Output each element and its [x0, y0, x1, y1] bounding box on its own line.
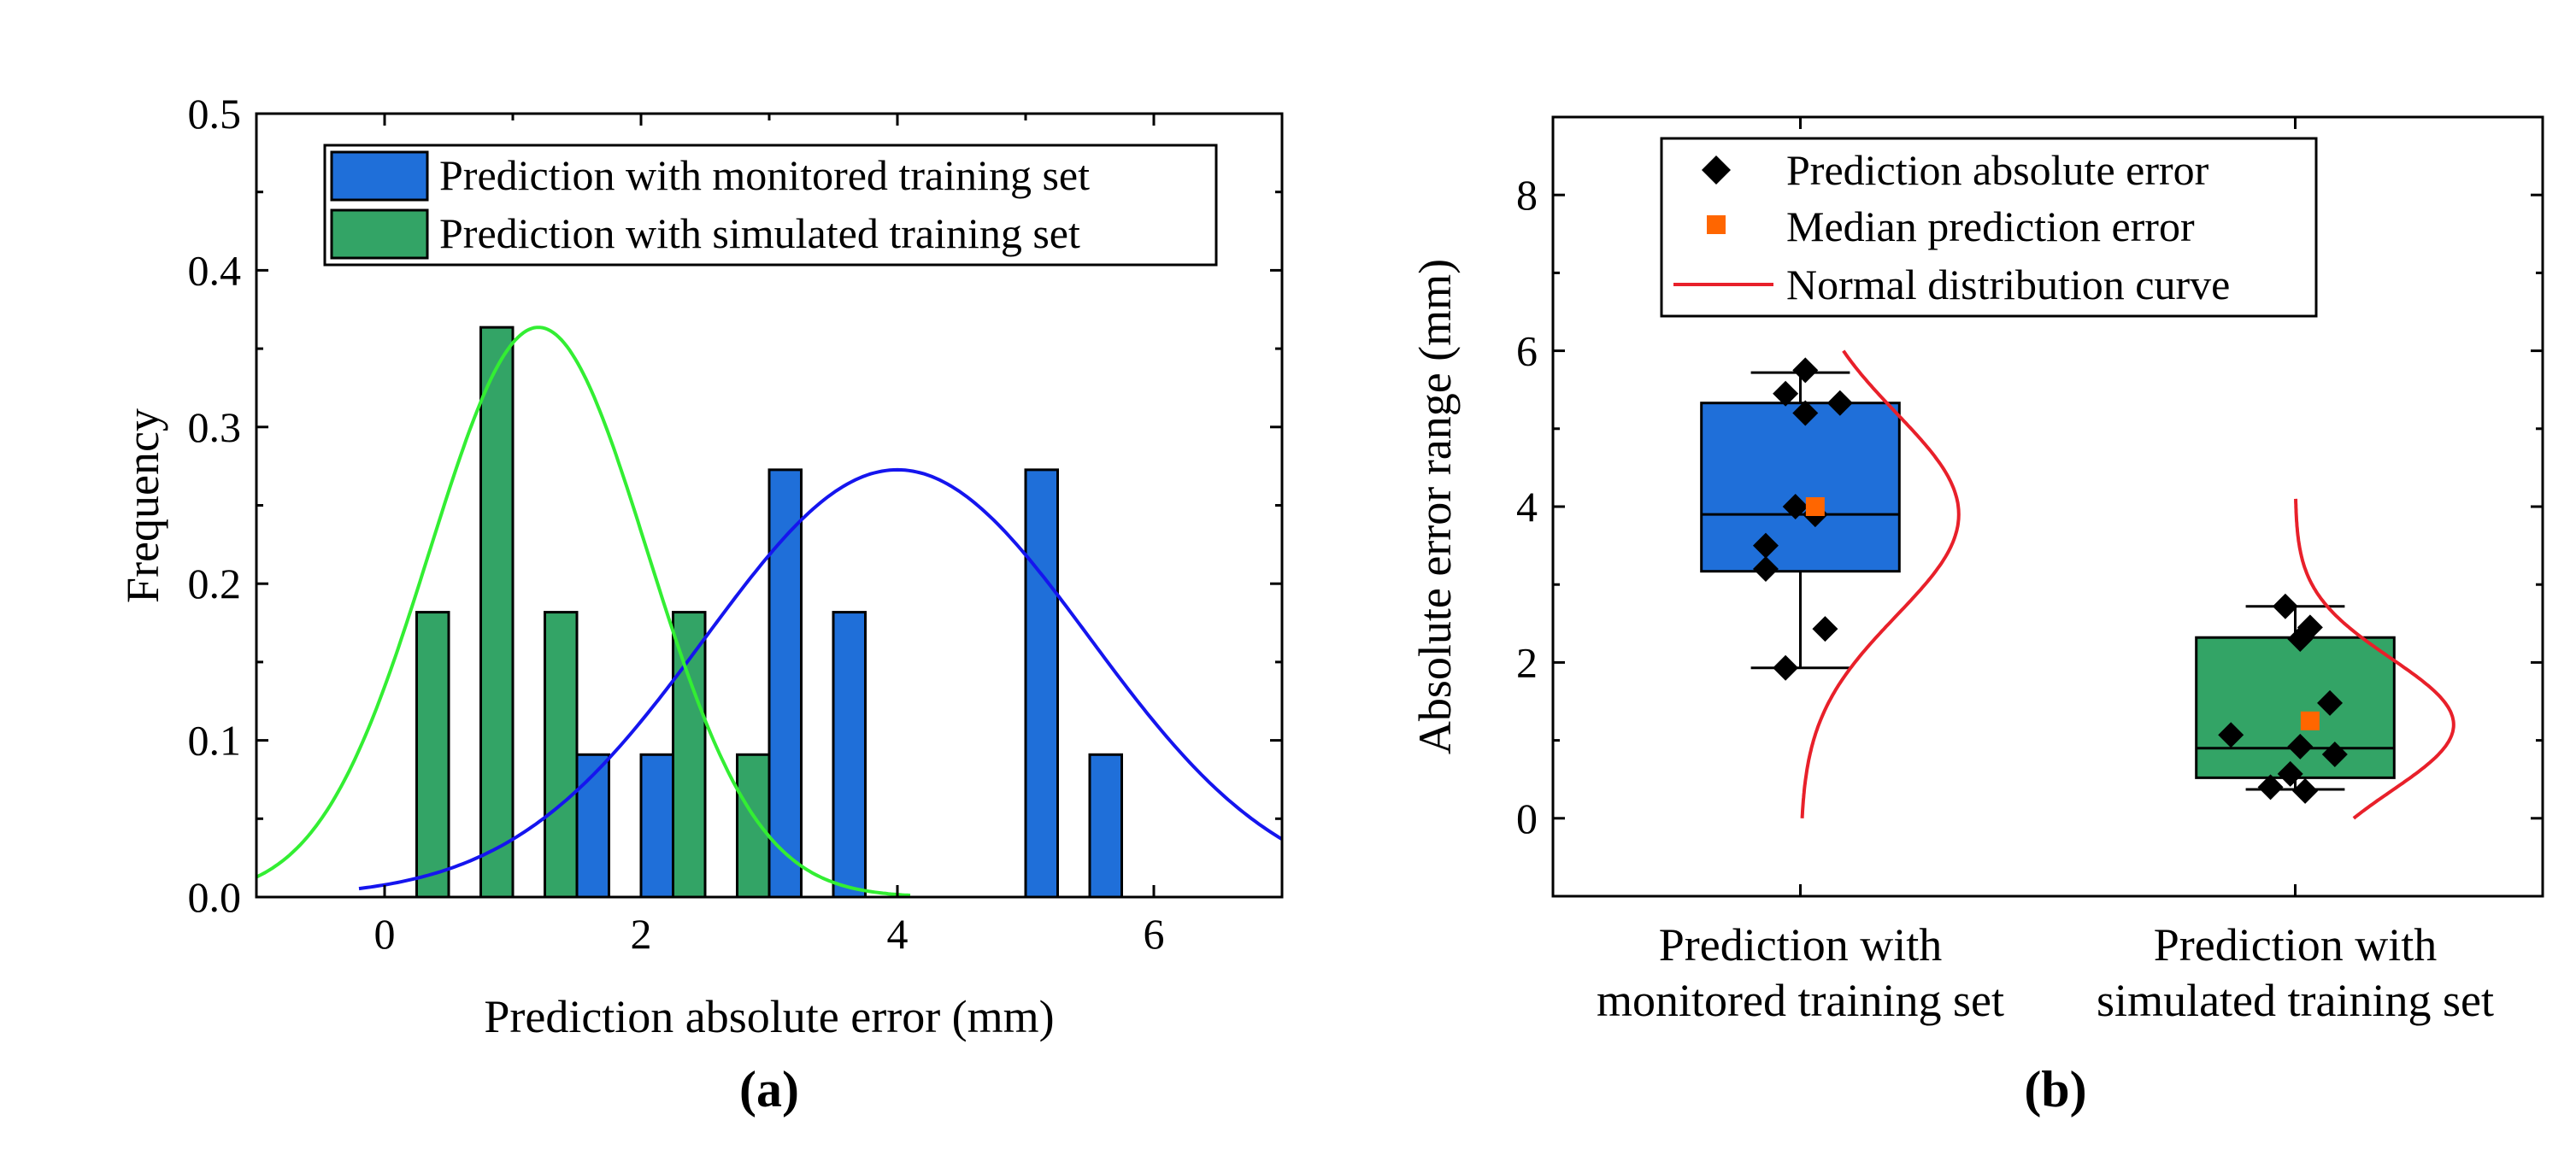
simulated-error-point [2287, 733, 2314, 760]
panel-b-legend-frame [1660, 137, 2318, 318]
median-error-markers [1805, 497, 2320, 730]
simulated-error-point [2277, 760, 2303, 787]
x-tick-label: 0 [374, 910, 396, 958]
legend-label-median: Median prediction error [1786, 202, 2195, 250]
legend-label-monitored: Prediction with monitored training set [439, 151, 1090, 199]
panel-a-legend: Prediction with monitored training set P… [323, 144, 1218, 267]
simulated-error-point [2292, 777, 2319, 804]
legend-median-marker [1707, 215, 1726, 234]
monitored-category-label-line1: Prediction with [1659, 919, 1942, 971]
legend-label-simulated: Prediction with simulated training set [439, 209, 1080, 257]
simulated-bar [736, 753, 771, 899]
x-tick-label: 4 [887, 910, 909, 958]
y-tick-label: 0 [1516, 795, 1538, 842]
monitored-histogram [575, 468, 1123, 899]
simulated-normal-fit-curve [256, 326, 911, 897]
prediction-error-points [1752, 357, 2348, 804]
panel-a-label: (a) [739, 1061, 799, 1117]
monitored-error-point [1752, 555, 1779, 582]
panel-a-x-ticks: 0 2 4 6 [255, 114, 1284, 958]
box-plots [1700, 371, 2396, 791]
simulated-error-point [2257, 774, 2284, 801]
monitored-bar [768, 468, 803, 899]
simulated-category-label-line2: simulated training set [2097, 975, 2494, 1026]
legend-swatch-monitored [330, 150, 429, 202]
simulated-bar [544, 611, 579, 899]
normal-distribution-curves [1800, 349, 2455, 820]
panel-b-plot-area [1700, 349, 2455, 820]
panel-b-y-ticks: 0 2 4 6 8 [1516, 115, 2543, 898]
simulated-error-point [2287, 626, 2314, 653]
panel-a-y-ticks: 0.0 0.1 0.2 0.3 0.4 0.5 [188, 90, 1282, 921]
monitored-bar [639, 753, 674, 899]
y-tick-label: 4 [1516, 483, 1538, 531]
monitored-error-point [1782, 494, 1808, 519]
monitored-error-point [1792, 400, 1819, 426]
y-tick-label: 8 [1516, 171, 1538, 219]
panel-a-y-axis-title: Frequency [117, 408, 168, 603]
legend-label-curve: Normal distribution curve [1786, 261, 2230, 308]
simulated-bar [479, 326, 515, 899]
monitored-normal-curve [1800, 349, 1961, 818]
simulated-bar [672, 611, 707, 899]
monitored-bar [832, 611, 867, 899]
monitored-normal-fit-curve [358, 467, 1284, 891]
monitored-bar [1088, 753, 1123, 899]
monitored-error-point [1773, 380, 1799, 407]
panel-a-x-axis-title: Prediction absolute error (mm) [484, 991, 1054, 1042]
simulated-error-point [2321, 742, 2348, 768]
monitored-category-label-line2: monitored training set [1597, 975, 2004, 1026]
panel-a-plot-area [256, 326, 1284, 899]
y-tick-label: 0.2 [188, 560, 242, 607]
y-tick-label: 0.3 [188, 403, 242, 451]
monitored-error-point [1812, 616, 1838, 642]
panel-b-y-axis-title: Absolute error range (mm) [1409, 259, 1461, 754]
simulated-histogram [415, 326, 771, 899]
panel-b-legend: Prediction absolute error Median predict… [1660, 137, 2318, 318]
y-tick-label: 0.0 [188, 873, 242, 921]
panel-b-label: (b) [2024, 1061, 2086, 1117]
y-tick-label: 0.5 [188, 90, 242, 138]
monitored-box [1700, 402, 1901, 573]
simulated-error-point [2317, 689, 2344, 716]
legend-swatch-simulated [330, 208, 429, 260]
x-tick-label: 6 [1144, 910, 1165, 958]
simulated-normal-curve [2294, 498, 2455, 820]
y-tick-label: 0.4 [188, 246, 242, 294]
simulated-category-label-line1: Prediction with [2154, 919, 2437, 971]
simulated-error-point [2272, 593, 2298, 619]
simulated-median-error-marker [2300, 711, 2320, 730]
legend-diamond-marker [1702, 155, 1731, 185]
monitored-error-point [1752, 532, 1779, 559]
monitored-median-error-marker [1805, 497, 1825, 516]
monitored-error-point [1773, 654, 1799, 681]
panel-a: 0 2 4 6 0.0 0.1 0.2 0.3 0.4 0.5 Prediction with … [117, 90, 1284, 1117]
simulated-box [2195, 636, 2396, 779]
monitored-error-point [1826, 390, 1853, 416]
legend-label-points: Prediction absolute error [1786, 146, 2209, 194]
monitored-bar [1024, 468, 1059, 899]
x-tick-label: 2 [631, 910, 652, 958]
simulated-error-point [2218, 722, 2244, 748]
y-tick-label: 0.1 [188, 717, 242, 765]
simulated-bar [415, 611, 450, 899]
monitored-error-point [1792, 357, 1819, 384]
panel-a-legend-frame [323, 144, 1218, 267]
y-tick-label: 6 [1516, 327, 1538, 375]
y-tick-label: 2 [1516, 638, 1538, 686]
